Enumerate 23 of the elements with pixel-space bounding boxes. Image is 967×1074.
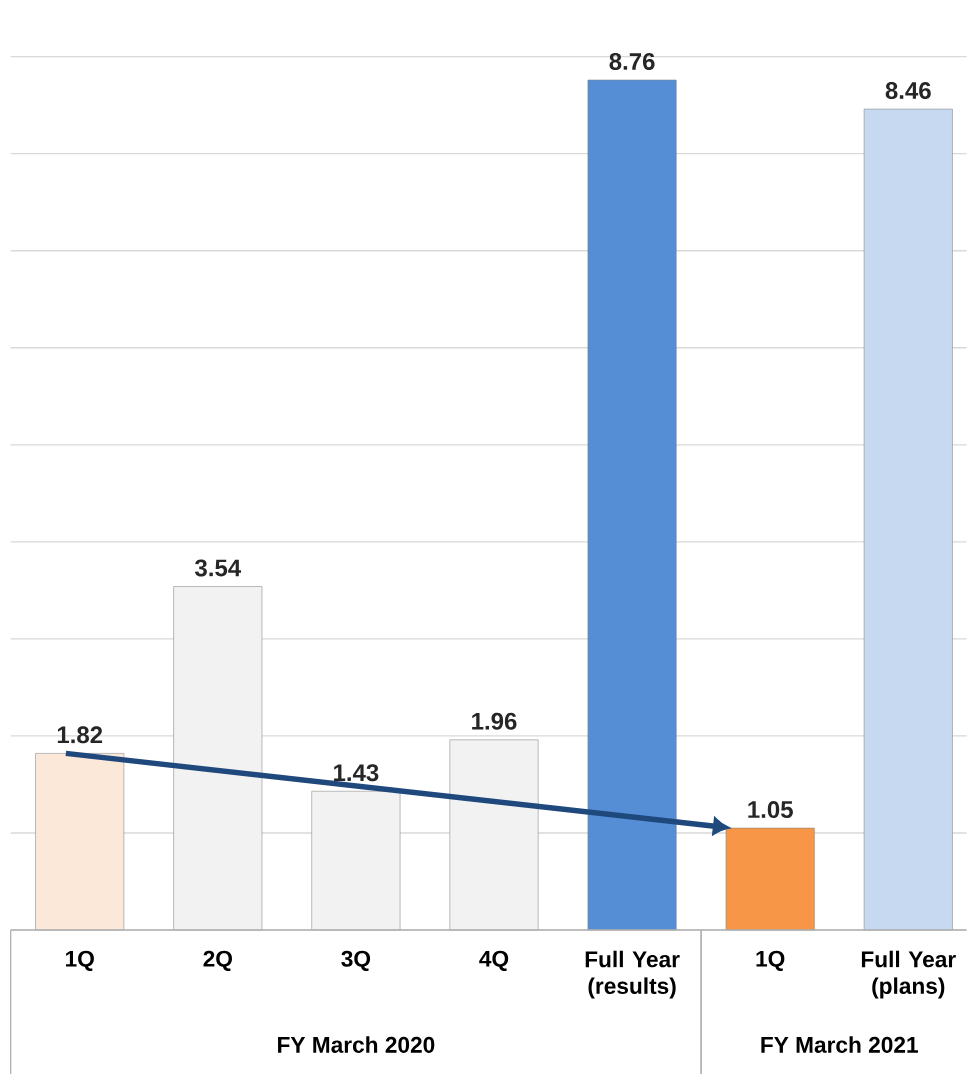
bar bbox=[35, 753, 125, 931]
x-tick-label: 3Q bbox=[341, 950, 371, 971]
data-label: 1.82 bbox=[58, 726, 103, 744]
bar bbox=[173, 586, 263, 931]
bar bbox=[311, 790, 401, 931]
x-tick-label: Full Year (plans) bbox=[862, 950, 956, 999]
x-tick-label: 2Q bbox=[203, 950, 233, 971]
x-tick-label: 4Q bbox=[479, 950, 509, 971]
bar bbox=[863, 108, 953, 931]
data-label: 8.46 bbox=[885, 82, 931, 100]
data-label: 1.43 bbox=[334, 764, 379, 782]
text: FY March 2020 bbox=[278, 1036, 435, 1053]
data-label: 8.76 bbox=[609, 52, 655, 70]
data-label: 3.54 bbox=[195, 559, 242, 577]
data-label: 1.96 bbox=[472, 712, 517, 730]
text: FY March 2021 bbox=[761, 1036, 919, 1053]
x-tick-label: 1Q bbox=[66, 950, 95, 971]
bar bbox=[449, 739, 539, 931]
bar bbox=[725, 827, 815, 931]
x-tick-label: Full Year (results) bbox=[585, 950, 680, 999]
x-tick-label: 1Q bbox=[756, 950, 785, 971]
bar bbox=[587, 79, 677, 931]
data-label: 1.05 bbox=[748, 801, 794, 819]
